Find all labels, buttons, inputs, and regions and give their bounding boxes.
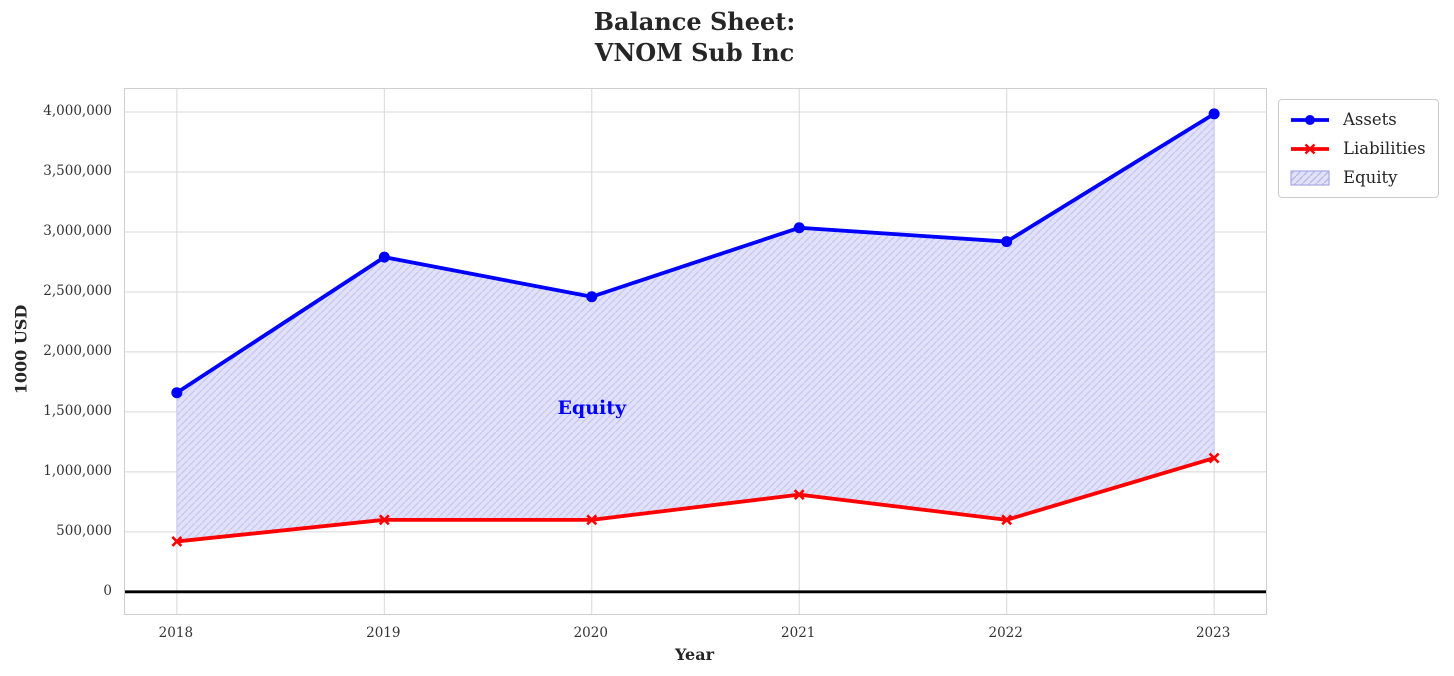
assets-line-swatch [1291, 114, 1329, 125]
x-tick-label: 2021 [781, 625, 816, 641]
chart-title-line2: VNOM Sub Inc [594, 38, 795, 67]
legend: Assets Liabilities Equity [1278, 99, 1439, 198]
legend-label-assets: Assets [1343, 110, 1397, 129]
y-tick-label: 2,500,000 [43, 282, 112, 299]
x-tick-label: 2018 [158, 625, 194, 641]
x-tick-label: 2019 [366, 625, 401, 641]
y-tick-label: 500,000 [56, 522, 112, 539]
x-tick-label: 2022 [988, 625, 1023, 641]
y-tick-label: 1,000,000 [43, 462, 112, 479]
y-tick-label: 1,500,000 [43, 402, 112, 419]
x-axis-label: Year [674, 645, 714, 664]
equity-patch-swatch [1290, 169, 1330, 186]
legend-item-equity: Equity [1289, 165, 1426, 190]
legend-item-liabilities: Liabilities [1289, 136, 1426, 161]
x-tick-label: 2023 [1195, 625, 1231, 641]
equity-fill-area [176, 112, 1215, 542]
legend-label-liabilities: Liabilities [1343, 139, 1426, 158]
y-tick-label: 4,000,000 [43, 103, 112, 120]
series-markers [171, 108, 1220, 547]
liabilities-line-swatch [1291, 143, 1329, 154]
y-tick-label: 0 [103, 582, 112, 599]
legend-label-equity: Equity [1343, 168, 1398, 187]
y-tick-label: 3,000,000 [43, 222, 112, 239]
legend-item-assets: Assets [1289, 107, 1426, 132]
y-tick-label: 3,500,000 [43, 163, 112, 179]
chart-title-line1: Balance Sheet: [593, 7, 796, 36]
y-tick-label: 2,000,000 [43, 342, 112, 359]
x-tick-label: 2020 [573, 625, 608, 641]
plot-area: Equity [124, 88, 1267, 615]
series-lines [175, 112, 1216, 544]
equity-annotation: Equity [557, 397, 627, 420]
chart-title: Balance Sheet: VNOM Sub Inc [124, 6, 1265, 68]
plot-canvas [125, 89, 1266, 614]
